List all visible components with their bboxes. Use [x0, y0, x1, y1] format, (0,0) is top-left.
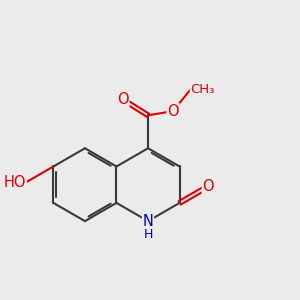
Text: N: N	[142, 214, 154, 229]
Text: O: O	[117, 92, 129, 107]
Text: H: H	[143, 228, 153, 241]
Text: O: O	[167, 103, 179, 118]
Text: CH₃: CH₃	[190, 83, 215, 96]
Text: O: O	[202, 179, 214, 194]
Text: HO: HO	[4, 175, 26, 190]
